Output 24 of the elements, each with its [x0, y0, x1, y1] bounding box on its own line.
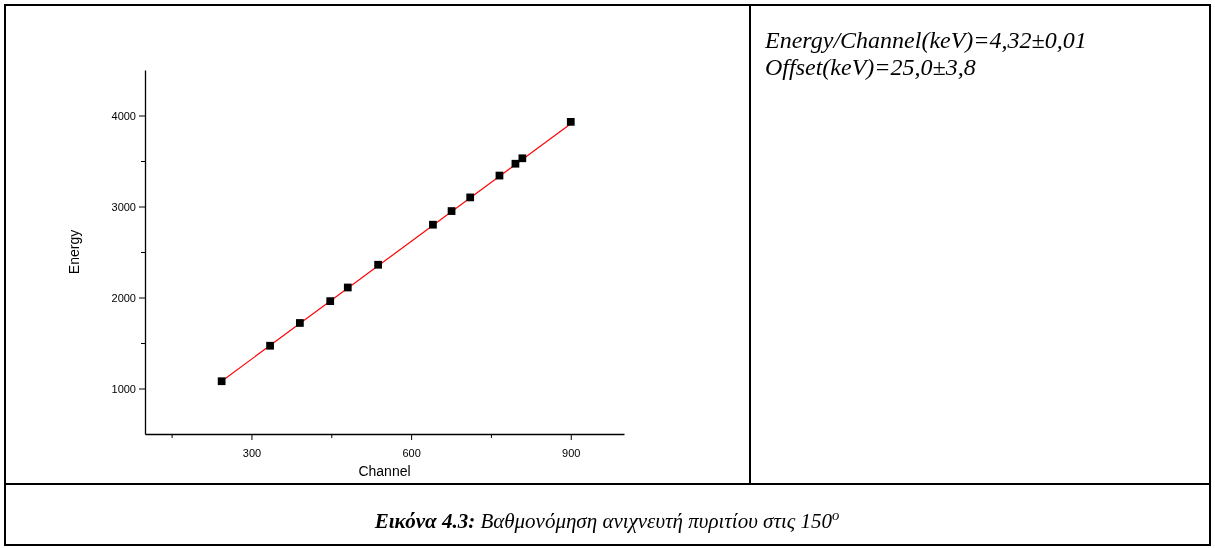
point: [296, 319, 304, 327]
point: [374, 260, 382, 269]
point: [518, 154, 527, 163]
y-tick-label: 4000: [111, 109, 136, 122]
x-tick-label: 600: [402, 447, 421, 460]
y-tick-label: 3000: [111, 200, 136, 213]
point: [343, 283, 352, 292]
x-axis-title: Channel: [358, 463, 411, 479]
point: [266, 341, 274, 350]
point: [511, 159, 520, 168]
text: Εικόνα 4.3: Βαθμονόμηση ανιχνευτή πυριτίου στις 150$^{o}$: [373, 507, 840, 533]
point: [466, 193, 475, 202]
x-tick-label: 900: [562, 447, 581, 460]
y-axis-title: Energy: [66, 229, 82, 275]
y-tick-label: 1000: [111, 382, 136, 395]
text: Energy/Channel(keV)=4,32±0,01: [764, 27, 1087, 53]
text: Offset(keV)=25,0±3,8: [765, 54, 976, 80]
y-tick-label: 2000: [111, 291, 136, 304]
x-tick-label: 300: [242, 447, 262, 460]
point: [326, 297, 335, 306]
point: [566, 118, 575, 126]
point: [447, 207, 456, 215]
point: [429, 220, 437, 229]
point: [217, 377, 226, 386]
